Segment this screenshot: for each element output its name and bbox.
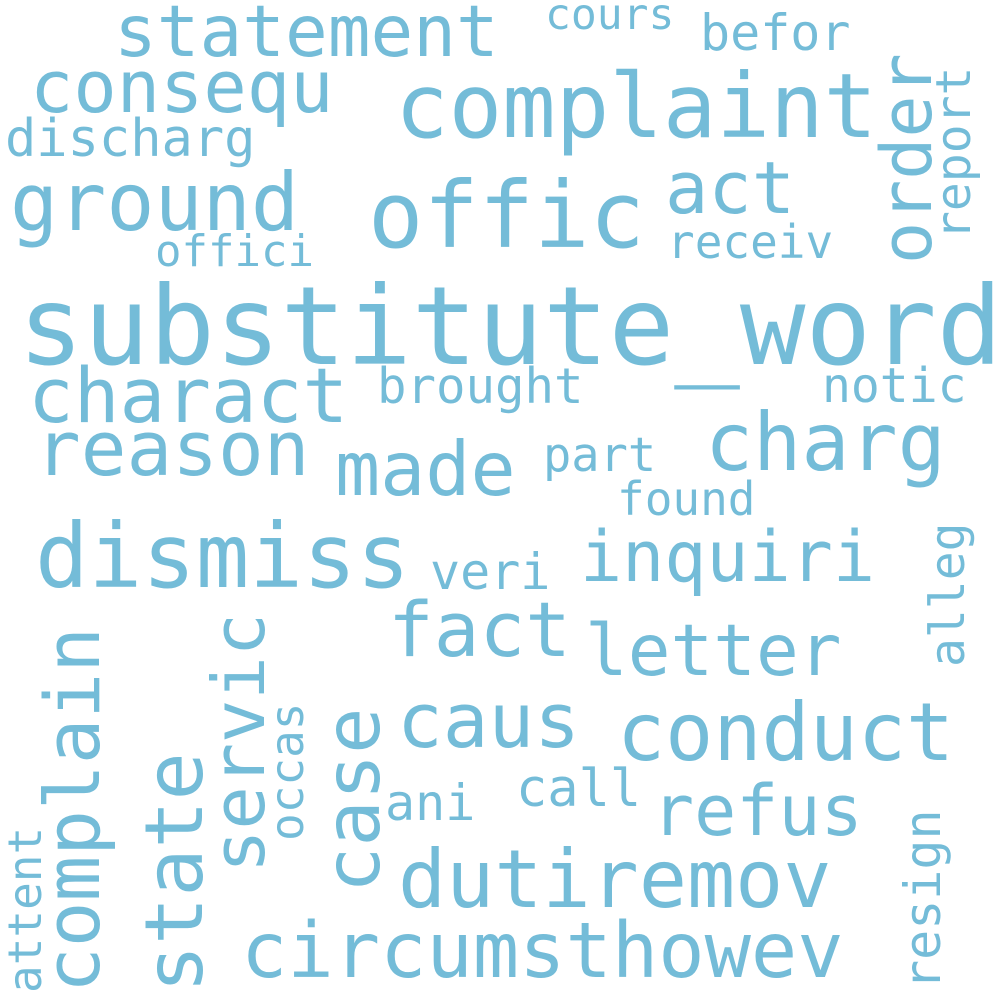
word-charg: charg (705, 396, 946, 489)
word-befor: befor (700, 4, 851, 62)
word-substitute-word: substitute_word (18, 263, 1000, 390)
word-inquiri: inquiri (580, 516, 876, 598)
word-occas: occas (260, 702, 314, 841)
word-report: report (926, 66, 982, 240)
word-alleg: alleg (920, 522, 976, 668)
word-charact: charact (28, 351, 349, 440)
word-consequ: consequ (30, 45, 334, 129)
word-dutiremov: dutiremov (398, 833, 832, 926)
word-notic: notic (822, 358, 967, 414)
word-complaint: complaint (395, 54, 878, 158)
word-case: case (309, 707, 398, 893)
word-fact: fact (388, 585, 572, 674)
word-act: act (665, 146, 796, 230)
word-made: made (335, 425, 516, 513)
word-cours: cours (545, 0, 675, 40)
word-receiv: receiv (667, 215, 834, 269)
word-attent: attent (0, 826, 52, 993)
word-offici: offici (155, 226, 314, 277)
word-reason: reason (35, 404, 310, 493)
word-ground: ground (10, 156, 299, 249)
word-state: state (128, 752, 221, 993)
word-caus: caus (397, 676, 581, 765)
word-ani: ani (385, 774, 476, 832)
word-call: call (516, 759, 642, 819)
word-discharg: discharg (5, 109, 256, 169)
word-offic: offic (368, 162, 645, 269)
word-found: found (617, 472, 756, 526)
word-brought: brought (377, 358, 584, 415)
word-conduct: conduct (617, 686, 955, 779)
word-letter: letter (585, 609, 842, 692)
word-statement: statement (114, 0, 499, 73)
word-dismiss: dismiss (35, 504, 411, 608)
word-veri: veri (430, 543, 551, 601)
word-part: part (543, 428, 657, 483)
word-circumsthowev: circumsthowev (241, 907, 844, 996)
word-refus: refus (652, 770, 863, 852)
word-resign: resign (894, 809, 952, 990)
